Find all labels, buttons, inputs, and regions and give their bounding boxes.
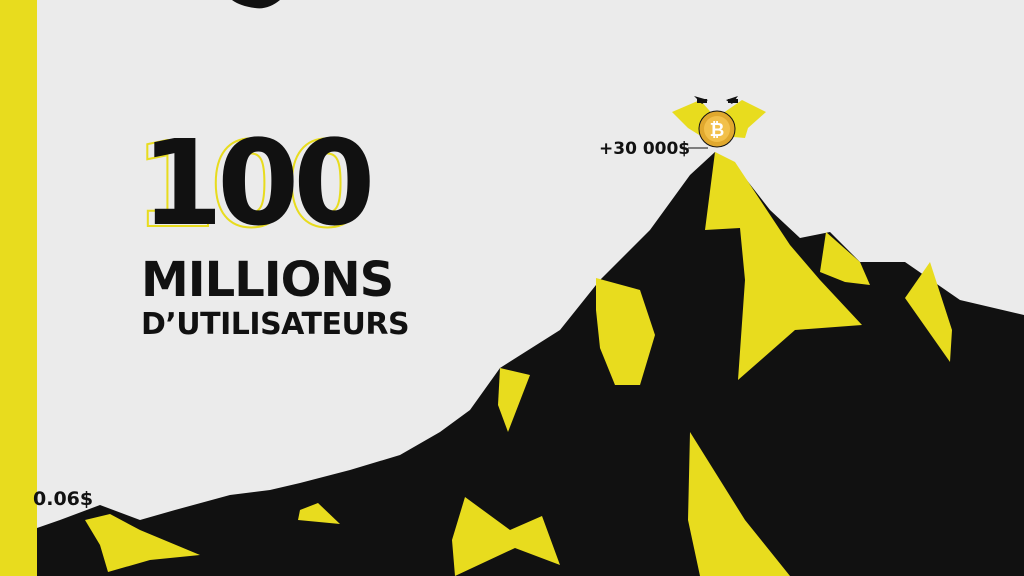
accent-side-bar <box>0 0 37 576</box>
right-facet <box>905 262 952 362</box>
right-facet-small <box>820 232 870 285</box>
mountain-highlights <box>85 152 952 576</box>
headline-number: 100 100 <box>133 114 441 252</box>
headline-line-2: D’UTILISATEURS <box>141 307 410 342</box>
start-price-label: 0.06$ <box>33 488 94 510</box>
svg-text:₿: ₿ <box>710 120 725 141</box>
bottom-bow-facet <box>452 497 560 576</box>
bottom-left-facet <box>85 514 200 572</box>
lower-facet <box>688 432 790 576</box>
peak-facet <box>705 152 862 380</box>
peak-price-label: +30 000$ <box>599 139 691 159</box>
headline-number-text: 100 <box>141 114 375 252</box>
headline-line-1: MILLIONS <box>141 252 394 308</box>
top-blob-shape <box>232 0 280 9</box>
bitcoin-coin-icon: ₿ <box>698 110 736 148</box>
mid-facet <box>596 278 655 385</box>
headline-number-outline: 100 <box>133 116 369 254</box>
headline-block: 100 100 MILLIONS D’UTILISATEURS <box>133 114 441 344</box>
small-facet <box>298 503 340 524</box>
left-mid-facet <box>498 368 530 432</box>
